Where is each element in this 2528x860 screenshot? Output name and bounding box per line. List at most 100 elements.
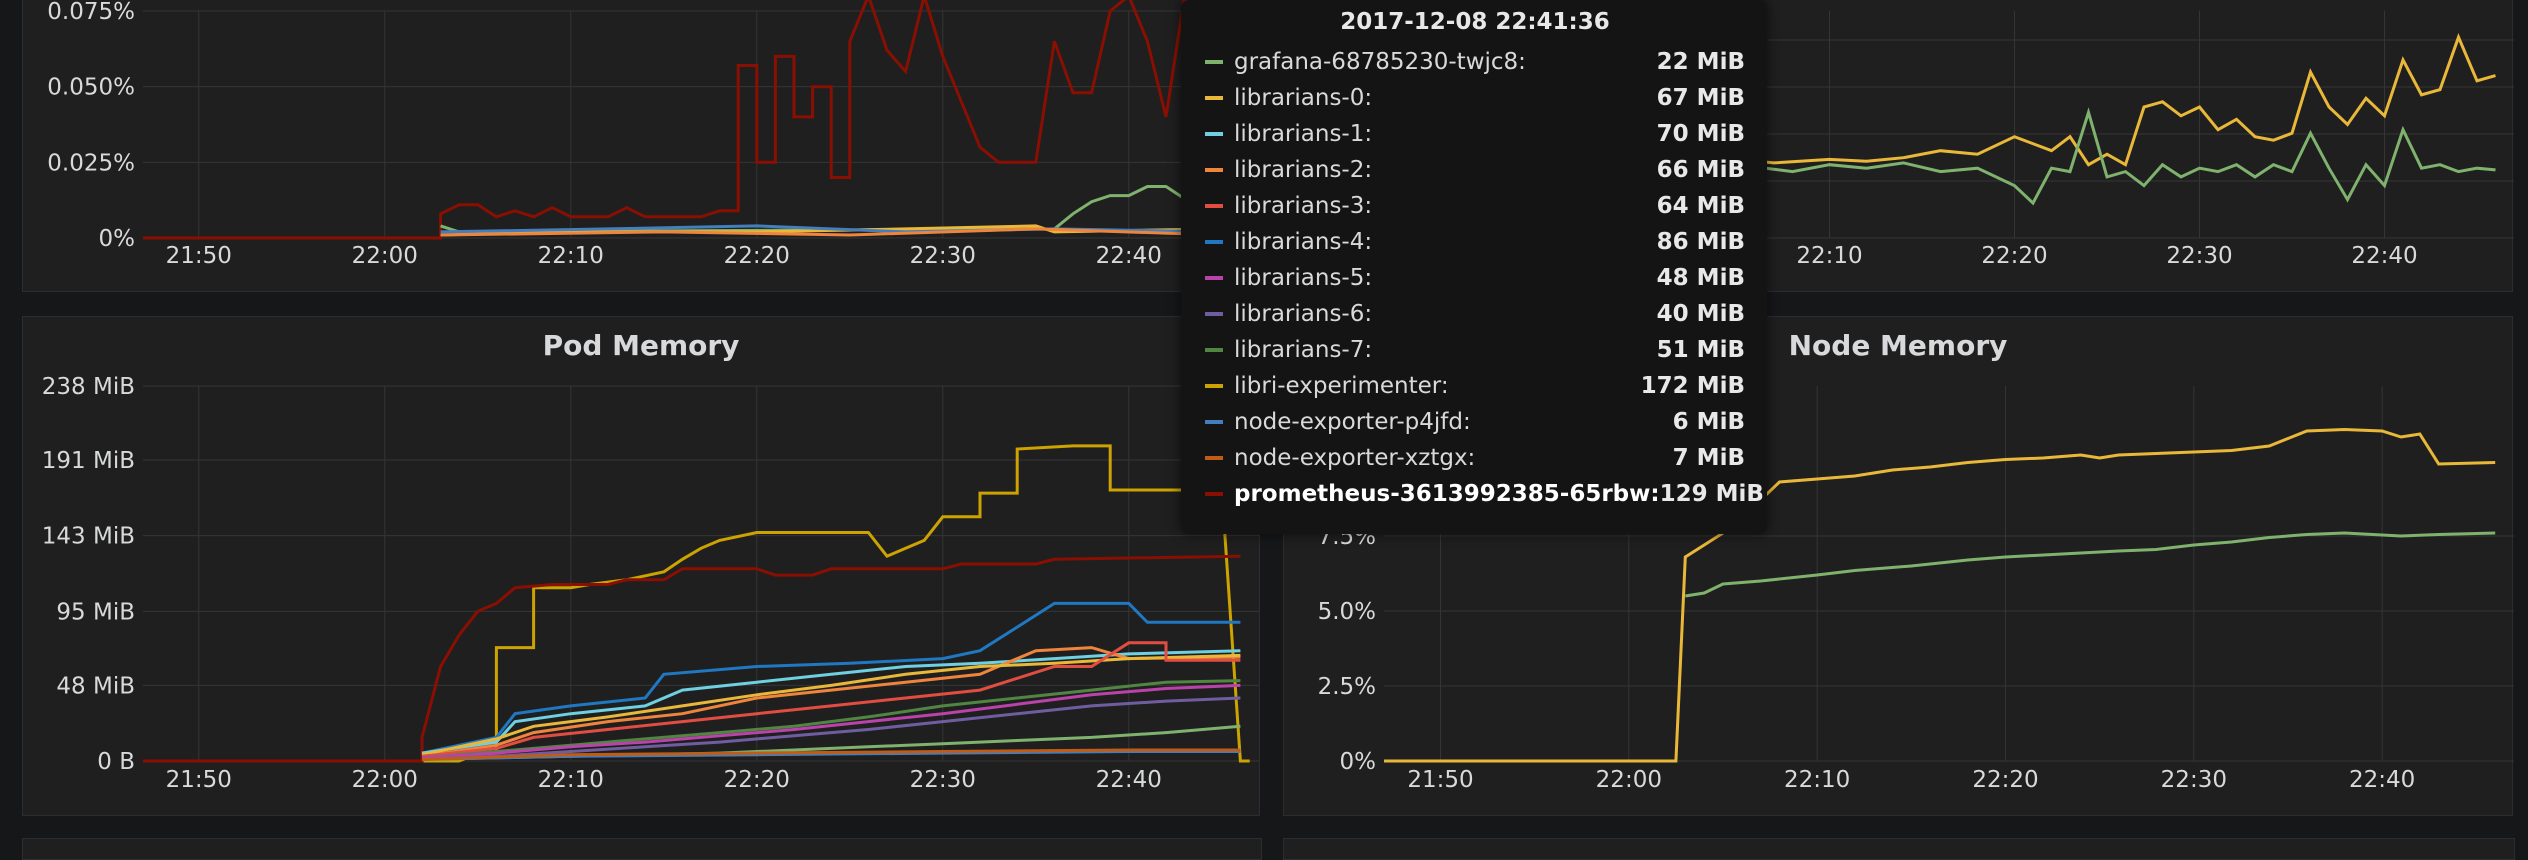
x-tick-label: 22:30 bbox=[910, 243, 976, 269]
x-tick-label: 22:00 bbox=[352, 767, 418, 793]
series-color-swatch bbox=[1205, 96, 1223, 100]
tooltip-series-name: node-exporter-xztgx: bbox=[1234, 445, 1476, 471]
x-tick-label: 22:10 bbox=[538, 243, 604, 269]
series-color-swatch bbox=[1205, 60, 1223, 64]
series-line bbox=[421, 646, 1241, 758]
y-tick-label: 5.0% bbox=[1318, 599, 1376, 625]
y-tick-label: 0.025% bbox=[47, 150, 135, 176]
x-tick-label: 22:10 bbox=[538, 767, 604, 793]
hover-tooltip: 2017-12-08 22:41:36 grafana-68785230-twj… bbox=[1181, 0, 1767, 534]
cpu-usage-panel: 0% 0.025% 0.050% 0.075% 21:50 22:00 22:10 22:20… bbox=[22, 0, 1260, 292]
x-tick-label: 22:20 bbox=[724, 243, 790, 269]
series-line bbox=[1644, 33, 2496, 167]
series-color-swatch bbox=[1205, 384, 1223, 388]
cpu-usage-chart: 0% 0.025% 0.050% 0.075% 21:50 22:00 22:10 22:20… bbox=[47, 0, 1259, 269]
tooltip-row: node-exporter-p4jfd: 6 MiB bbox=[1205, 404, 1745, 440]
y-tick-label: 191 MiB bbox=[42, 448, 135, 474]
tooltip-series-value: 22 MiB bbox=[1656, 49, 1745, 75]
series-color-swatch bbox=[1205, 420, 1223, 424]
y-tick-label: 0% bbox=[99, 226, 136, 252]
tooltip-series-name: librarians-6: bbox=[1234, 301, 1373, 327]
series-color-swatch bbox=[1205, 312, 1223, 316]
series-line bbox=[143, 554, 1241, 763]
y-tick-label: 48 MiB bbox=[56, 673, 135, 699]
tooltip-series-value: 51 MiB bbox=[1656, 337, 1745, 363]
tooltip-row: librarians-7: 51 MiB bbox=[1205, 332, 1745, 368]
series-color-swatch bbox=[1205, 492, 1223, 496]
x-tick-label: 22:20 bbox=[1981, 243, 2047, 269]
tooltip-row: grafana-68785230-twjc8: 22 MiB bbox=[1205, 44, 1745, 80]
tooltip-series-name: librarians-1: bbox=[1234, 121, 1373, 147]
tooltip-series-name: librarians-4: bbox=[1234, 229, 1373, 255]
node-memory-title[interactable]: Node Memory bbox=[1788, 329, 2008, 362]
series-line bbox=[143, 444, 1250, 763]
x-tick-label: 22:30 bbox=[2161, 767, 2227, 793]
tooltip-series-name: librarians-0: bbox=[1234, 85, 1373, 111]
tooltip-row: librarians-4: 86 MiB bbox=[1205, 224, 1745, 260]
tooltip-row: libri-experimenter: 172 MiB bbox=[1205, 368, 1745, 404]
tooltip-row: librarians-3: 64 MiB bbox=[1205, 188, 1745, 224]
next-row-panel-left bbox=[22, 838, 1262, 860]
x-tick-label: 22:00 bbox=[1596, 767, 1662, 793]
tooltip-series-name: librarians-5: bbox=[1234, 265, 1373, 291]
tooltip-series-value: 6 MiB bbox=[1672, 409, 1745, 435]
series-line bbox=[440, 227, 1222, 237]
x-tick-label: 21:50 bbox=[166, 243, 232, 269]
tooltip-series-name: grafana-68785230-twjc8: bbox=[1234, 49, 1526, 75]
y-tick-label: 143 MiB bbox=[42, 524, 135, 550]
tooltip-row: prometheus-3613992385-65rbw: 129 MiB bbox=[1205, 476, 1764, 512]
x-tick-label: 22:20 bbox=[724, 767, 790, 793]
series-line bbox=[421, 683, 1241, 760]
tooltip-rows: grafana-68785230-twjc8: 22 MiB librarians-… bbox=[1205, 44, 1764, 512]
x-tick-label: 22:20 bbox=[1972, 767, 2038, 793]
tooltip-row: librarians-2: 66 MiB bbox=[1205, 152, 1745, 188]
tooltip-series-value: 86 MiB bbox=[1656, 229, 1745, 255]
series-line bbox=[421, 649, 1241, 755]
series-line bbox=[421, 641, 1241, 758]
tooltip-series-name: librarians-2: bbox=[1234, 157, 1373, 183]
tooltip-series-value: 70 MiB bbox=[1656, 121, 1745, 147]
y-tick-label: 2.5% bbox=[1318, 674, 1376, 700]
pod-memory-panel: Pod Memory 0 B 48 MiB 95 MiB 143 MiB 191 MiB… bbox=[22, 316, 1260, 816]
series-line bbox=[421, 601, 1241, 755]
y-tick-label: 0.075% bbox=[47, 0, 135, 25]
y-tick-label: 238 MiB bbox=[42, 374, 135, 400]
series-line bbox=[143, 0, 1222, 240]
tooltip-series-name: node-exporter-p4jfd: bbox=[1234, 409, 1471, 435]
tooltip-series-name: prometheus-3613992385-65rbw: bbox=[1234, 481, 1660, 507]
tooltip-row: node-exporter-xztgx: 7 MiB bbox=[1205, 440, 1745, 476]
pod-memory-title[interactable]: Pod Memory bbox=[542, 329, 740, 362]
x-tick-label: 22:10 bbox=[1796, 243, 1862, 269]
tooltip-series-value: 67 MiB bbox=[1656, 85, 1745, 111]
tooltip-series-value: 48 MiB bbox=[1656, 265, 1745, 291]
next-row-panel-right bbox=[1283, 838, 2515, 860]
x-tick-label: 22:00 bbox=[352, 243, 418, 269]
series-line bbox=[421, 679, 1241, 760]
y-tick-label: 0.050% bbox=[47, 75, 135, 101]
y-tick-label: 95 MiB bbox=[56, 599, 135, 625]
series-color-swatch bbox=[1205, 348, 1223, 352]
x-tick-label: 22:10 bbox=[1784, 767, 1850, 793]
series-line bbox=[421, 696, 1241, 761]
tooltip-series-name: librarians-3: bbox=[1234, 193, 1373, 219]
series-color-swatch bbox=[1205, 456, 1223, 460]
tooltip-series-name: librarians-7: bbox=[1234, 337, 1373, 363]
y-tick-label: 0% bbox=[1340, 749, 1377, 775]
node-cpu-chart: 22:10 22:20 22:30 22:40 bbox=[1284, 11, 2514, 269]
tooltip-series-value: 64 MiB bbox=[1656, 193, 1745, 219]
y-tick-label: 0 B bbox=[97, 749, 135, 775]
x-tick-label: 22:30 bbox=[2166, 243, 2232, 269]
series-color-swatch bbox=[1205, 276, 1223, 280]
tooltip-series-value: 7 MiB bbox=[1672, 445, 1745, 471]
tooltip-series-value: 40 MiB bbox=[1656, 301, 1745, 327]
series-line bbox=[1644, 107, 2496, 206]
node-memory-chart: 0%2.5%5.0%7.5%21:50 22:00 22:10 22:20 22:30 2… bbox=[1318, 386, 2514, 793]
tooltip-row: librarians-1: 70 MiB bbox=[1205, 116, 1745, 152]
series-line bbox=[421, 748, 1241, 761]
series-color-swatch bbox=[1205, 240, 1223, 244]
tooltip-series-value: 172 MiB bbox=[1640, 373, 1745, 399]
series-color-swatch bbox=[1205, 132, 1223, 136]
tooltip-timestamp: 2017-12-08 22:41:36 bbox=[1340, 9, 1610, 35]
x-tick-label: 21:50 bbox=[166, 767, 232, 793]
x-tick-label: 22:30 bbox=[910, 767, 976, 793]
